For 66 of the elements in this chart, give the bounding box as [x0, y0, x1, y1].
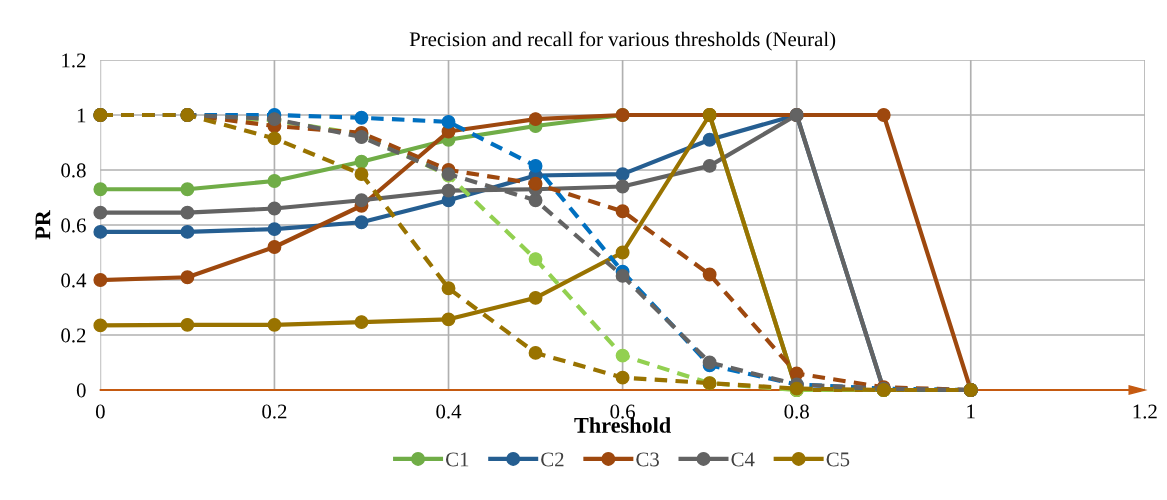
- point: [441, 312, 456, 327]
- point: [528, 176, 543, 191]
- point: [441, 281, 456, 296]
- y-tick-label: 0.8: [61, 163, 86, 178]
- point: [441, 183, 456, 198]
- point: [267, 222, 282, 237]
- point: [441, 114, 456, 129]
- point: [354, 215, 369, 230]
- x-tick-label: 0: [95, 404, 105, 419]
- point: [615, 204, 630, 219]
- point: [93, 318, 108, 333]
- point: [615, 370, 630, 385]
- point: [615, 167, 630, 182]
- point: [528, 252, 543, 267]
- point: [93, 273, 108, 287]
- x-tick-label: 0.6: [610, 404, 635, 419]
- point: [180, 270, 195, 285]
- point: [615, 348, 630, 363]
- point: [267, 240, 282, 254]
- legend-label: C3: [636, 452, 659, 467]
- point: [615, 179, 630, 194]
- point: [180, 182, 195, 197]
- chart-title: Precision and recall for various thresholds (Neural): [409, 31, 836, 51]
- legend-label: C5: [826, 452, 850, 467]
- x-tick-label: 1: [967, 404, 975, 419]
- point: [354, 110, 369, 125]
- point: [615, 268, 630, 283]
- legend-label: C2: [541, 452, 564, 467]
- point: [180, 317, 195, 332]
- point: [528, 112, 543, 127]
- y-tick-label: 1: [77, 108, 86, 123]
- point: [93, 182, 108, 197]
- point: [615, 245, 630, 260]
- x-tick-label: 1.2: [1133, 404, 1157, 419]
- point: [702, 267, 717, 282]
- y-tick-label: 0: [76, 383, 86, 398]
- y-tick-label: 0.2: [61, 328, 86, 343]
- y-tick-label: 0.6: [61, 218, 86, 233]
- point: [528, 345, 543, 360]
- point: [702, 132, 717, 147]
- point: [180, 224, 195, 239]
- point: [876, 108, 891, 122]
- point: [267, 201, 282, 216]
- point: [354, 315, 369, 330]
- x-tick-label: 0.4: [436, 404, 462, 419]
- point: [528, 193, 543, 208]
- y-tick-label: 1.2: [62, 53, 86, 68]
- point: [702, 158, 717, 173]
- point: [267, 317, 282, 332]
- point: [93, 224, 108, 239]
- point: [528, 158, 543, 173]
- point: [528, 290, 543, 305]
- point: [267, 174, 282, 188]
- x-tick-label: 0.8: [784, 404, 809, 419]
- legend-label: C1: [446, 452, 469, 467]
- point: [354, 193, 369, 208]
- point: [267, 131, 282, 146]
- point: [180, 205, 195, 220]
- point: [354, 167, 369, 182]
- legend-label: C4: [731, 452, 755, 467]
- y-tick-label: 0.4: [61, 273, 87, 288]
- point: [93, 205, 108, 220]
- y-axis-title: PR: [35, 209, 51, 240]
- x-tick-label: 0.2: [262, 404, 287, 419]
- point: [354, 154, 369, 169]
- x-axis-title: Threshold: [574, 417, 671, 433]
